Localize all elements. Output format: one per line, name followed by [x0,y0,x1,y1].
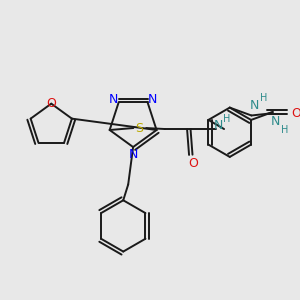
Text: H: H [223,114,231,124]
Text: O: O [46,97,56,110]
Text: S: S [135,122,143,134]
Text: N: N [250,99,259,112]
Text: H: H [260,93,267,103]
Text: N: N [271,116,280,128]
Text: O: O [188,157,198,170]
Text: N: N [213,118,223,132]
Text: N: N [128,148,138,161]
Text: H: H [281,125,288,135]
Text: O: O [291,107,300,120]
Text: N: N [148,93,157,106]
Text: N: N [109,93,118,106]
